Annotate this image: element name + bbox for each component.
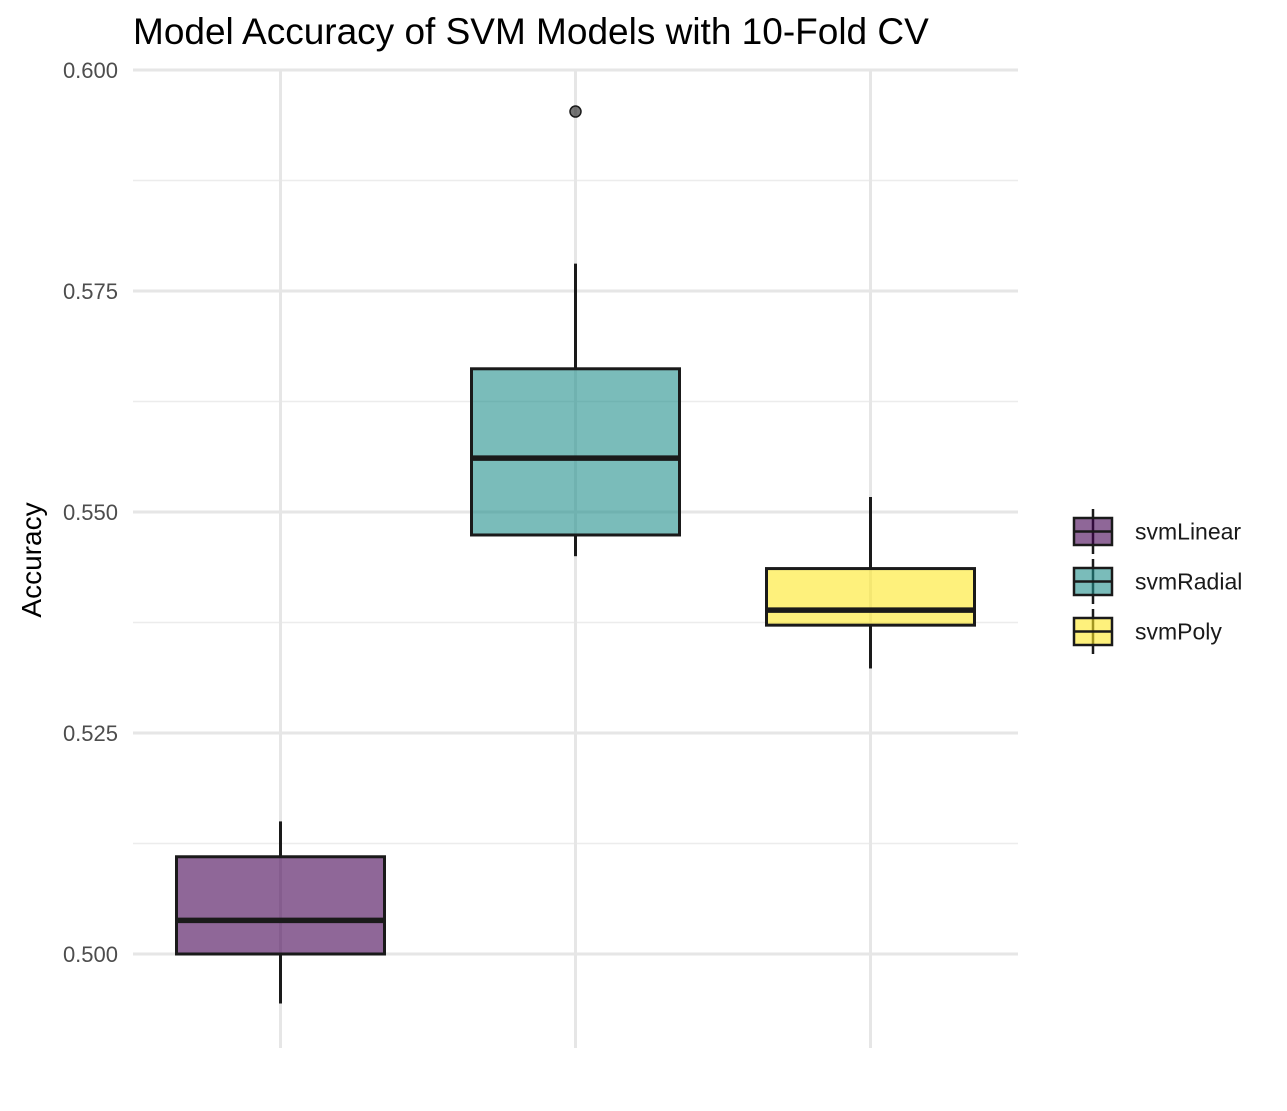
legend-item-svmRadial: svmRadial — [1072, 559, 1242, 604]
box-body — [470, 367, 681, 537]
box-svmPoly — [765, 496, 976, 669]
chart-title: Model Accuracy of SVM Models with 10-Fol… — [133, 11, 929, 52]
legend-label: svmLinear — [1135, 519, 1241, 545]
y-tick-label: 0.550 — [63, 500, 118, 525]
outlier-point — [569, 105, 582, 118]
y-axis-ticks: 0.500 0.525 0.550 0.575 0.600 — [63, 58, 118, 967]
box-body — [765, 567, 976, 627]
box-svmRadial — [470, 105, 681, 557]
legend-item-svmPoly: svmPoly — [1072, 609, 1222, 654]
y-tick-label: 0.575 — [63, 279, 118, 304]
legend-label: svmRadial — [1135, 569, 1242, 595]
box-svmLinear — [175, 821, 386, 1004]
legend-item-svmLinear: svmLinear — [1072, 509, 1241, 554]
y-tick-label: 0.500 — [63, 942, 118, 967]
box-body — [175, 855, 386, 956]
y-tick-label: 0.600 — [63, 58, 118, 83]
y-tick-label: 0.525 — [63, 721, 118, 746]
box-series — [175, 105, 976, 1004]
y-axis-label: Accuracy — [16, 502, 47, 617]
legend-label: svmPoly — [1135, 619, 1222, 645]
legend: svmLinear svmRadial svmPoly — [1072, 509, 1242, 654]
